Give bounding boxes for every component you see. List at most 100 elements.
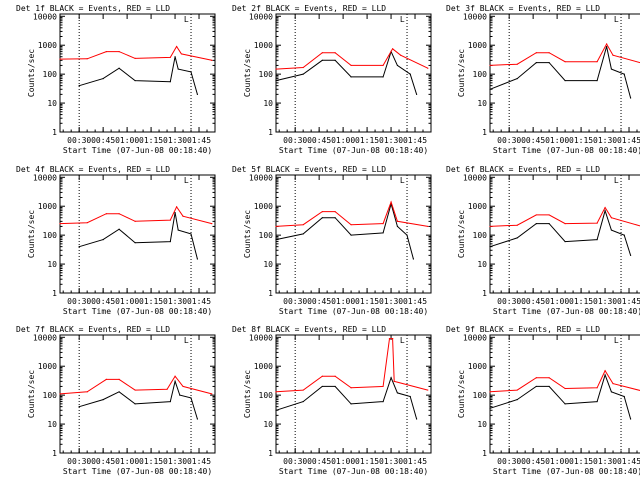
data-point-events — [196, 93, 199, 95]
data-point-events — [350, 76, 352, 78]
series-line-events — [489, 373, 632, 420]
x-axis-label: Start Time (07-Jun-08 00:18:40) — [279, 146, 428, 155]
data-point-events — [321, 59, 323, 61]
data-point-events — [118, 228, 120, 230]
x-tick-label: 00:30 — [497, 297, 521, 306]
x-tick-label: 01:30 — [163, 136, 187, 145]
series-line-events — [275, 202, 414, 260]
y-tick-label: 10000 — [33, 173, 57, 182]
x-tick-label: 01:00 — [331, 457, 355, 466]
y-tick-label: 100 — [473, 231, 488, 240]
data-point-lld — [321, 211, 323, 213]
x-axis-label: Start Time (07-Jun-08 00:18:40) — [63, 146, 212, 155]
data-point-lld — [118, 213, 120, 215]
y-tick-label: 10 — [263, 99, 273, 108]
data-point-lld — [334, 375, 336, 377]
y-tick-label: 100 — [259, 70, 274, 79]
x-tick-label: 01:15 — [569, 457, 593, 466]
data-point-lld — [596, 61, 598, 63]
data-point-events — [564, 240, 566, 243]
x-tick-label: 00:45 — [307, 457, 331, 466]
data-point-events — [382, 76, 384, 78]
data-point-events — [606, 45, 608, 48]
series-line-events — [489, 208, 632, 256]
data-point-events — [174, 380, 176, 382]
data-point-events — [623, 73, 625, 75]
data-point-events — [275, 409, 277, 411]
data-point-lld — [489, 391, 491, 393]
x-tick-label: 01:30 — [379, 136, 403, 145]
data-point-lld — [604, 206, 606, 209]
data-point-lld — [612, 54, 614, 56]
flag-marker: L — [400, 15, 405, 24]
data-point-lld — [180, 53, 183, 55]
flag-marker: L — [400, 336, 405, 345]
data-point-lld — [211, 393, 213, 395]
flag-marker: L — [184, 336, 189, 345]
x-tick-label: 01:30 — [593, 297, 617, 306]
data-point-events — [396, 64, 399, 67]
data-point-events — [596, 239, 598, 241]
plot-frame — [59, 13, 216, 133]
y-tick-label: 10 — [263, 260, 273, 269]
data-point-events — [382, 232, 384, 234]
data-point-lld — [211, 223, 213, 225]
x-tick-label: 01:30 — [163, 297, 187, 306]
data-point-lld — [105, 378, 107, 381]
data-point-lld — [427, 389, 429, 391]
data-point-events — [396, 225, 399, 228]
chart-panel-2: Det 2f BLACK = Events, RED = LLD 1 10 100 10… — [232, 4, 432, 155]
x-tick-label: 01:00 — [545, 457, 569, 466]
data-point-lld — [400, 54, 402, 56]
data-point-events — [102, 399, 104, 401]
x-tick-label: 01:15 — [139, 297, 163, 306]
data-point-lld — [321, 375, 323, 377]
data-point-events — [548, 385, 550, 388]
x-tick-label: 01:15 — [139, 457, 163, 466]
chart-title: Det 4f BLACK = Events, RED = LLD — [16, 165, 170, 174]
x-tick-label: 01:15 — [355, 136, 379, 145]
y-axis-label: Counts/sec — [457, 210, 466, 258]
y-tick-label: 1000 — [254, 41, 273, 50]
data-point-events — [630, 97, 632, 99]
data-point-lld — [564, 61, 566, 63]
data-point-lld — [489, 64, 491, 67]
data-point-events — [610, 68, 613, 70]
series-line-lld — [275, 200, 428, 227]
data-point-lld — [176, 206, 178, 208]
y-tick-label: 100 — [259, 391, 274, 400]
series-line-lld — [275, 338, 428, 393]
data-point-events — [177, 229, 179, 231]
data-point-lld — [548, 214, 550, 216]
data-point-lld — [86, 391, 88, 393]
data-point-events — [102, 78, 104, 80]
chart-panel-7: Det 7f BLACK = Events, RED = LLD 1 10 100 10… — [16, 325, 216, 476]
y-tick-label: 10000 — [33, 12, 57, 21]
plot-frame — [59, 334, 216, 454]
y-tick-label: 1000 — [38, 41, 57, 50]
data-point-lld — [166, 388, 168, 390]
plot-frame — [489, 13, 640, 133]
data-point-lld — [564, 223, 566, 225]
data-point-lld — [596, 222, 598, 224]
chart-title: Det 8f BLACK = Events, RED = LLD — [232, 325, 386, 334]
x-tick-label: 00:45 — [91, 136, 115, 145]
y-tick-label: 1 — [268, 128, 273, 137]
x-tick-label: 01:00 — [545, 297, 569, 306]
data-point-events — [350, 234, 352, 236]
data-point-lld — [489, 225, 491, 228]
data-point-lld — [612, 383, 614, 385]
data-point-events — [409, 395, 411, 398]
data-point-lld — [59, 223, 61, 225]
data-point-events — [275, 79, 277, 82]
x-tick-label: 01:45 — [187, 297, 211, 306]
data-point-events — [118, 391, 120, 393]
data-point-lld — [105, 213, 107, 215]
x-tick-label: 01:45 — [617, 457, 640, 466]
x-tick-label: 00:30 — [497, 457, 521, 466]
x-tick-label: 01:45 — [403, 297, 427, 306]
y-tick-label: 10 — [263, 420, 273, 429]
y-tick-label: 100 — [43, 391, 58, 400]
x-tick-label: 01:45 — [617, 136, 640, 145]
data-point-lld — [275, 391, 277, 393]
